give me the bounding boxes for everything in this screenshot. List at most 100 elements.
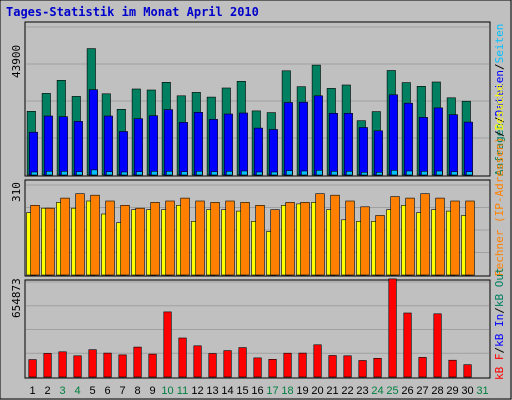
bar xyxy=(300,170,308,176)
legend-rechner: Rechner (IP-Adressen) xyxy=(493,137,506,276)
bar xyxy=(255,205,265,276)
bar xyxy=(300,202,310,276)
bar xyxy=(253,357,262,378)
bar xyxy=(433,313,442,378)
bar xyxy=(163,311,172,378)
x-tick-label: 28 xyxy=(431,385,443,397)
x-tick-label: 2 xyxy=(44,385,50,397)
y-tick-label-middle: 310 xyxy=(10,182,23,202)
legend-sep: / xyxy=(493,347,506,354)
bar xyxy=(313,95,323,176)
x-tick-label: 19 xyxy=(296,385,308,397)
x-tick-label: 20 xyxy=(311,385,323,397)
bar xyxy=(120,205,130,276)
x-tick-label: 29 xyxy=(446,385,458,397)
bar xyxy=(465,171,473,176)
bar xyxy=(390,170,398,176)
x-tick-label: 22 xyxy=(341,385,353,397)
bar xyxy=(150,202,160,276)
x-tick-label: 7 xyxy=(119,385,125,397)
bar xyxy=(358,360,367,378)
bar xyxy=(450,171,458,176)
bar xyxy=(166,171,173,176)
bar xyxy=(435,170,443,176)
bar xyxy=(133,118,143,176)
legend-anfragen: Anfragen xyxy=(493,123,506,176)
bar xyxy=(118,354,127,378)
legend-kb-f: kB F xyxy=(493,354,506,381)
series-kb-f xyxy=(28,278,472,378)
x-tick-label: 23 xyxy=(356,385,368,397)
bar xyxy=(88,89,98,176)
bar xyxy=(148,353,157,378)
bar xyxy=(208,353,217,378)
bar xyxy=(285,170,293,176)
x-tick-label: 30 xyxy=(461,385,473,397)
legend-besuche: Besuche xyxy=(493,84,506,130)
bar xyxy=(88,349,97,378)
legend-dateien: Dateien xyxy=(493,70,506,116)
bar xyxy=(90,194,100,276)
y-tick-label-top: 43900 xyxy=(10,45,23,78)
bar xyxy=(163,109,173,176)
x-tick-label: 17 xyxy=(266,385,278,397)
bar xyxy=(360,206,370,276)
x-tick-label: 14 xyxy=(221,385,233,397)
bar xyxy=(403,312,412,378)
bar xyxy=(360,172,368,176)
legend-middle: Rechner (IP-Adressen)/Besuche xyxy=(493,84,506,276)
bar xyxy=(210,202,220,276)
bar xyxy=(343,113,353,176)
bar xyxy=(433,107,443,176)
bar xyxy=(328,355,337,378)
x-tick-label: 11 xyxy=(177,385,188,397)
bar xyxy=(43,353,52,378)
panel-1 xyxy=(24,21,491,177)
x-tick-label: 27 xyxy=(416,385,428,397)
bar xyxy=(178,337,187,378)
x-tick-label: 16 xyxy=(251,385,263,397)
bar xyxy=(270,171,278,176)
chart-panels xyxy=(24,21,491,379)
x-tick-label: 18 xyxy=(281,385,293,397)
bar xyxy=(298,101,308,176)
bar xyxy=(136,171,143,176)
bar xyxy=(448,114,458,176)
bar xyxy=(375,172,383,176)
bar xyxy=(313,344,322,378)
bar xyxy=(253,127,263,176)
bar xyxy=(330,194,340,276)
bar xyxy=(373,130,383,176)
bar xyxy=(345,171,353,176)
legend-kb-out: kB Out xyxy=(493,267,506,307)
bar xyxy=(315,193,325,276)
panel-3 xyxy=(24,278,491,379)
x-tick-label: 26 xyxy=(401,385,413,397)
bar xyxy=(285,202,295,276)
bar xyxy=(43,115,53,176)
bar xyxy=(330,171,338,176)
bar xyxy=(30,171,38,176)
bar xyxy=(58,351,67,378)
x-tick-label: 5 xyxy=(89,385,95,397)
bar xyxy=(30,205,40,276)
x-tick-label: 8 xyxy=(134,385,140,397)
bar xyxy=(60,197,70,276)
bar xyxy=(121,171,128,176)
series-seiten xyxy=(30,169,473,176)
bar xyxy=(268,129,278,176)
x-tick-label: 12 xyxy=(191,385,203,397)
bar xyxy=(390,196,400,276)
bar xyxy=(405,170,413,176)
bar xyxy=(388,94,398,176)
bar xyxy=(91,169,98,176)
legend-seiten: Seiten xyxy=(493,24,506,64)
x-tick-label: 13 xyxy=(206,385,218,397)
bar xyxy=(268,358,277,378)
bar xyxy=(45,171,53,176)
bar xyxy=(270,209,280,276)
bar xyxy=(283,102,293,176)
x-tick-label: 24 xyxy=(371,385,383,397)
bar xyxy=(181,171,188,176)
